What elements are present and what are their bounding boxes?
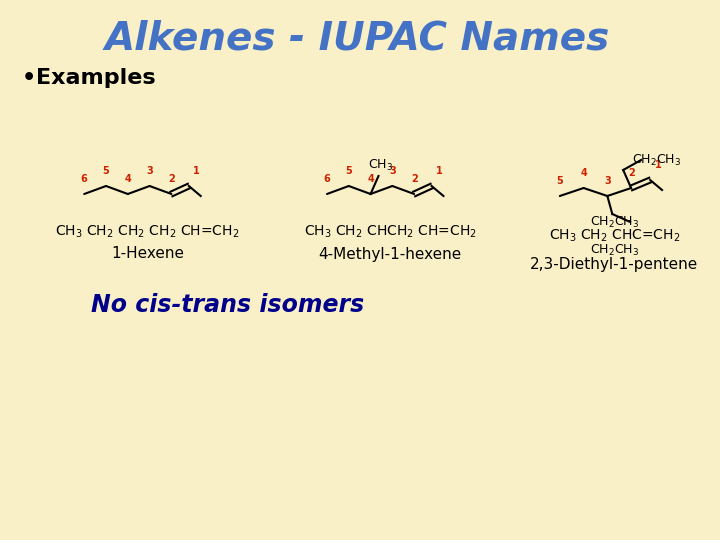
Text: 1: 1 <box>654 160 662 170</box>
Text: 2: 2 <box>411 174 418 184</box>
Text: CH$_2$CH$_3$: CH$_2$CH$_3$ <box>590 242 639 258</box>
Text: 5: 5 <box>346 166 352 176</box>
Text: 2: 2 <box>168 174 175 184</box>
Text: 2,3-Diethyl-1-pentene: 2,3-Diethyl-1-pentene <box>530 258 698 273</box>
Text: Examples: Examples <box>36 68 156 88</box>
Text: 6: 6 <box>81 174 88 184</box>
Text: CH$_2$CH$_3$: CH$_2$CH$_3$ <box>632 152 682 167</box>
Text: 1: 1 <box>436 166 443 176</box>
Text: 3: 3 <box>389 166 396 176</box>
Text: 3: 3 <box>146 166 153 176</box>
Text: 4-Methyl-1-hexene: 4-Methyl-1-hexene <box>318 246 462 261</box>
Text: CH$_3$: CH$_3$ <box>368 158 393 173</box>
Text: CH$_3$ CH$_2$ CHCH$_2$ CH=CH$_2$: CH$_3$ CH$_2$ CHCH$_2$ CH=CH$_2$ <box>304 224 477 240</box>
Text: •: • <box>22 68 36 88</box>
Text: 4: 4 <box>125 174 131 184</box>
Text: CH$_3$ CH$_2$ CHC=CH$_2$: CH$_3$ CH$_2$ CHC=CH$_2$ <box>549 228 680 244</box>
Text: Alkenes - IUPAC Names: Alkenes - IUPAC Names <box>104 19 609 57</box>
Text: 4: 4 <box>367 174 374 184</box>
Text: 5: 5 <box>103 166 109 176</box>
Text: 5: 5 <box>557 176 563 186</box>
Text: CH$_3$ CH$_2$ CH$_2$ CH$_2$ CH=CH$_2$: CH$_3$ CH$_2$ CH$_2$ CH$_2$ CH=CH$_2$ <box>55 224 240 240</box>
Text: 4: 4 <box>580 168 587 178</box>
Text: 2: 2 <box>628 168 634 178</box>
Text: 6: 6 <box>323 174 330 184</box>
Text: 1: 1 <box>194 166 200 176</box>
Text: 1-Hexene: 1-Hexene <box>111 246 184 261</box>
Text: CH$_2$CH$_3$: CH$_2$CH$_3$ <box>590 214 639 230</box>
Text: 3: 3 <box>604 176 611 186</box>
Text: No cis-trans isomers: No cis-trans isomers <box>91 293 364 317</box>
